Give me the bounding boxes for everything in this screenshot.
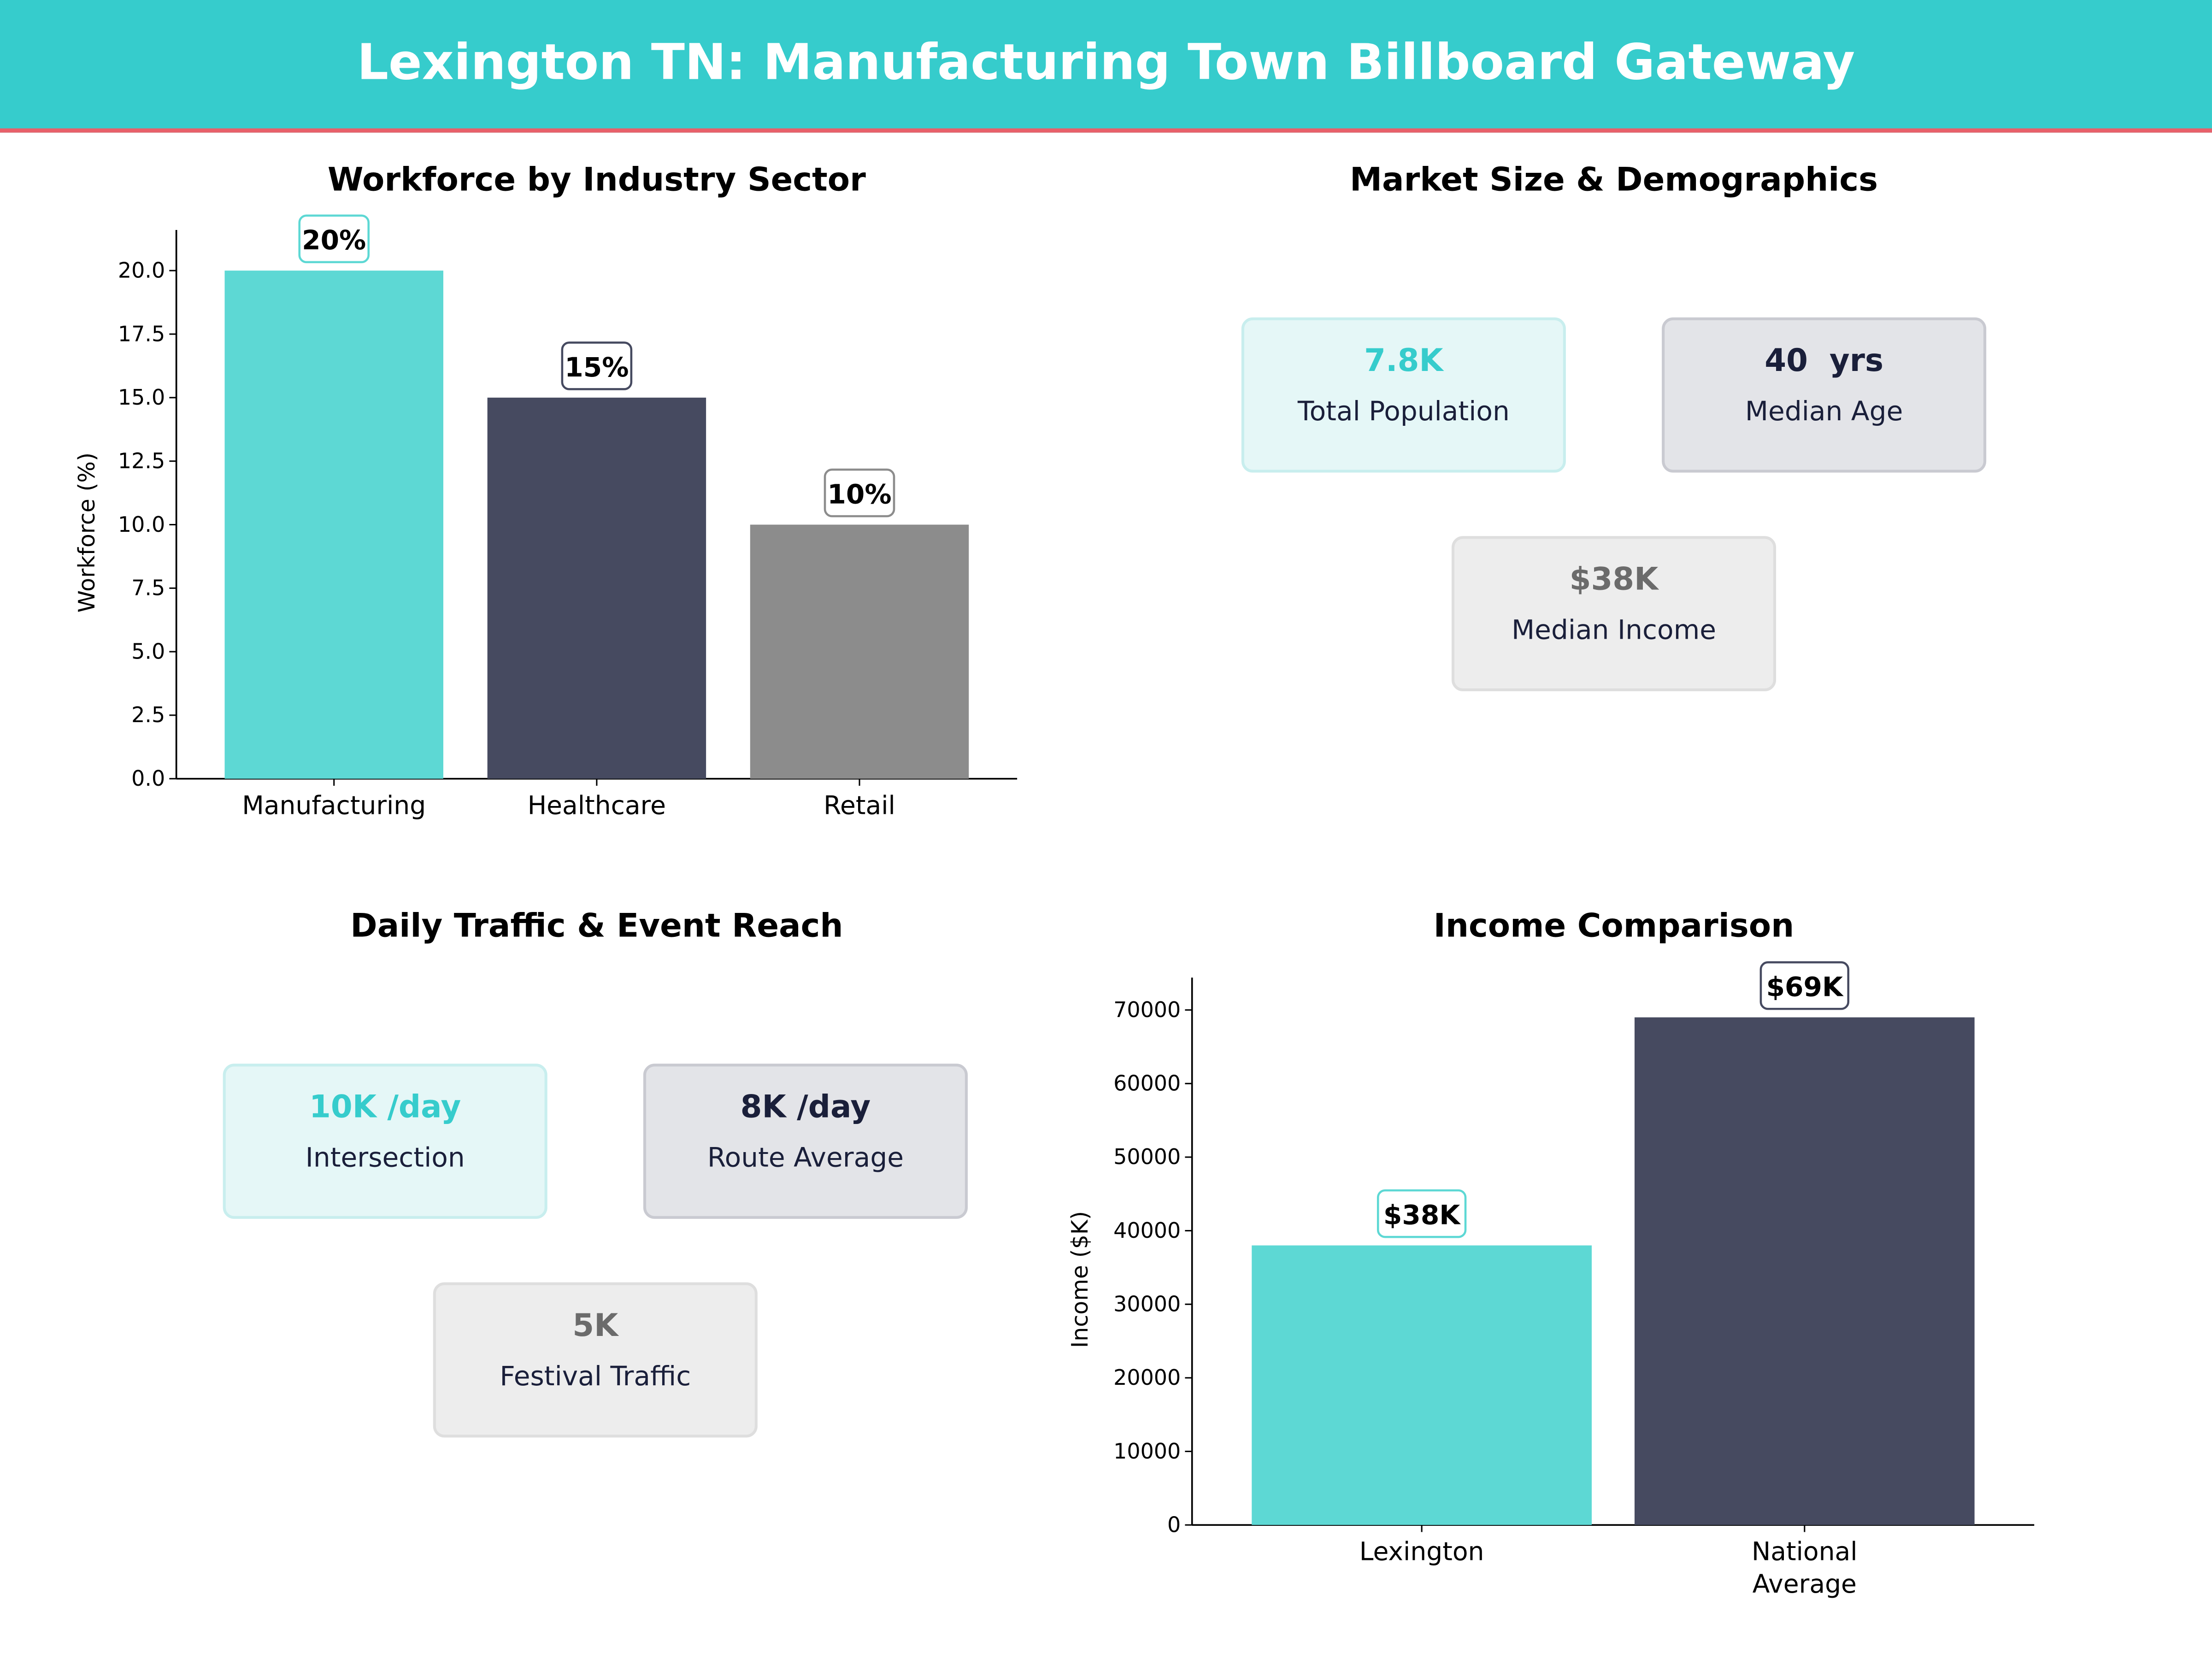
stat-label: Route Average bbox=[707, 1142, 904, 1174]
bar-lexington bbox=[1252, 1245, 1592, 1525]
y-tick-label: 7.5 bbox=[131, 576, 165, 600]
y-tick-label: 20000 bbox=[1113, 1365, 1181, 1390]
stat-label: Median Income bbox=[1511, 615, 1717, 647]
y-tick-label: 15.0 bbox=[118, 385, 165, 410]
y-tick-label: 70000 bbox=[1113, 997, 1181, 1022]
traffic-panel-title: Daily Traffic & Event Reach bbox=[350, 908, 843, 946]
data-label-box bbox=[824, 468, 895, 518]
stat-value: 40 yrs bbox=[1765, 344, 1884, 380]
market-panel-title: Market Size & Demographics bbox=[1349, 162, 1878, 199]
bar-healthcare bbox=[487, 397, 706, 779]
data-label-box bbox=[298, 214, 370, 264]
x-tick-label: Healthcare bbox=[528, 790, 666, 820]
stat-card-route-average: 8K /day Route Average bbox=[643, 1064, 968, 1219]
page-title: Lexington TN: Manufacturing Town Billboa… bbox=[357, 35, 1855, 92]
data-label: 15% bbox=[565, 352, 629, 383]
income-chart-title: Income Comparison bbox=[1433, 908, 1794, 946]
x-tick-label: Average bbox=[1753, 1569, 1857, 1599]
bar-manufacturing bbox=[224, 271, 443, 779]
y-axis-label: Workforce (%) bbox=[74, 453, 100, 613]
y-tick-label: 5.0 bbox=[131, 639, 165, 664]
y-axis-label: Income ($K) bbox=[1067, 1211, 1093, 1348]
stat-label: Total Population bbox=[1297, 396, 1510, 428]
stat-card-median-age: 40 yrs Median Age bbox=[1662, 317, 1987, 473]
stat-card-median-income: $38K Median Income bbox=[1451, 536, 1777, 691]
y-tick-label: 10.0 bbox=[118, 512, 165, 537]
data-label: 10% bbox=[827, 479, 891, 510]
data-label-box bbox=[1377, 1189, 1467, 1238]
header-banner: Lexington TN: Manufacturing Town Billboa… bbox=[0, 0, 2212, 133]
stat-value: 10K /day bbox=[309, 1090, 461, 1126]
stat-card-intersection: 10K /day Intersection bbox=[223, 1064, 547, 1219]
y-tick-label: 10000 bbox=[1113, 1439, 1181, 1464]
stat-label: Festival Traffic bbox=[500, 1361, 691, 1393]
stat-value: 7.8K bbox=[1364, 344, 1443, 380]
data-label-box bbox=[561, 341, 633, 390]
y-tick-label: 12.5 bbox=[118, 448, 165, 473]
y-tick-label: 40000 bbox=[1113, 1218, 1181, 1243]
y-tick-label: 60000 bbox=[1113, 1071, 1181, 1096]
x-tick-label: National bbox=[1752, 1537, 1858, 1566]
x-tick-label: Lexington bbox=[1359, 1537, 1484, 1566]
data-label: 20% bbox=[302, 224, 366, 256]
bar-national bbox=[1634, 1017, 1975, 1525]
y-tick-label: 30000 bbox=[1113, 1292, 1181, 1317]
stat-card-population: 7.8K Total Population bbox=[1241, 317, 1566, 473]
y-tick-label: 2.5 bbox=[131, 702, 165, 727]
data-label: $38K bbox=[1383, 1200, 1461, 1231]
stat-value: $38K bbox=[1569, 563, 1659, 598]
y-tick-label: 0.0 bbox=[131, 766, 165, 791]
workforce-chart-title: Workforce by Industry Sector bbox=[327, 162, 866, 199]
y-tick-label: 0 bbox=[1167, 1512, 1181, 1537]
stat-card-festival-traffic: 5K Festival Traffic bbox=[433, 1282, 758, 1438]
x-tick-label: Manufacturing bbox=[242, 790, 426, 820]
bar-retail bbox=[750, 524, 969, 779]
data-label: $69K bbox=[1766, 971, 1844, 1003]
stat-label: Intersection bbox=[305, 1142, 465, 1174]
stat-value: 5K bbox=[572, 1309, 618, 1345]
stat-value: 8K /day bbox=[740, 1090, 871, 1126]
y-tick-label: 50000 bbox=[1113, 1144, 1181, 1169]
y-tick-label: 17.5 bbox=[118, 321, 165, 346]
y-tick-label: 20.0 bbox=[118, 258, 165, 282]
x-tick-label: Retail bbox=[824, 790, 895, 820]
stat-label: Median Age bbox=[1745, 396, 1903, 428]
data-label-box bbox=[1759, 961, 1850, 1010]
